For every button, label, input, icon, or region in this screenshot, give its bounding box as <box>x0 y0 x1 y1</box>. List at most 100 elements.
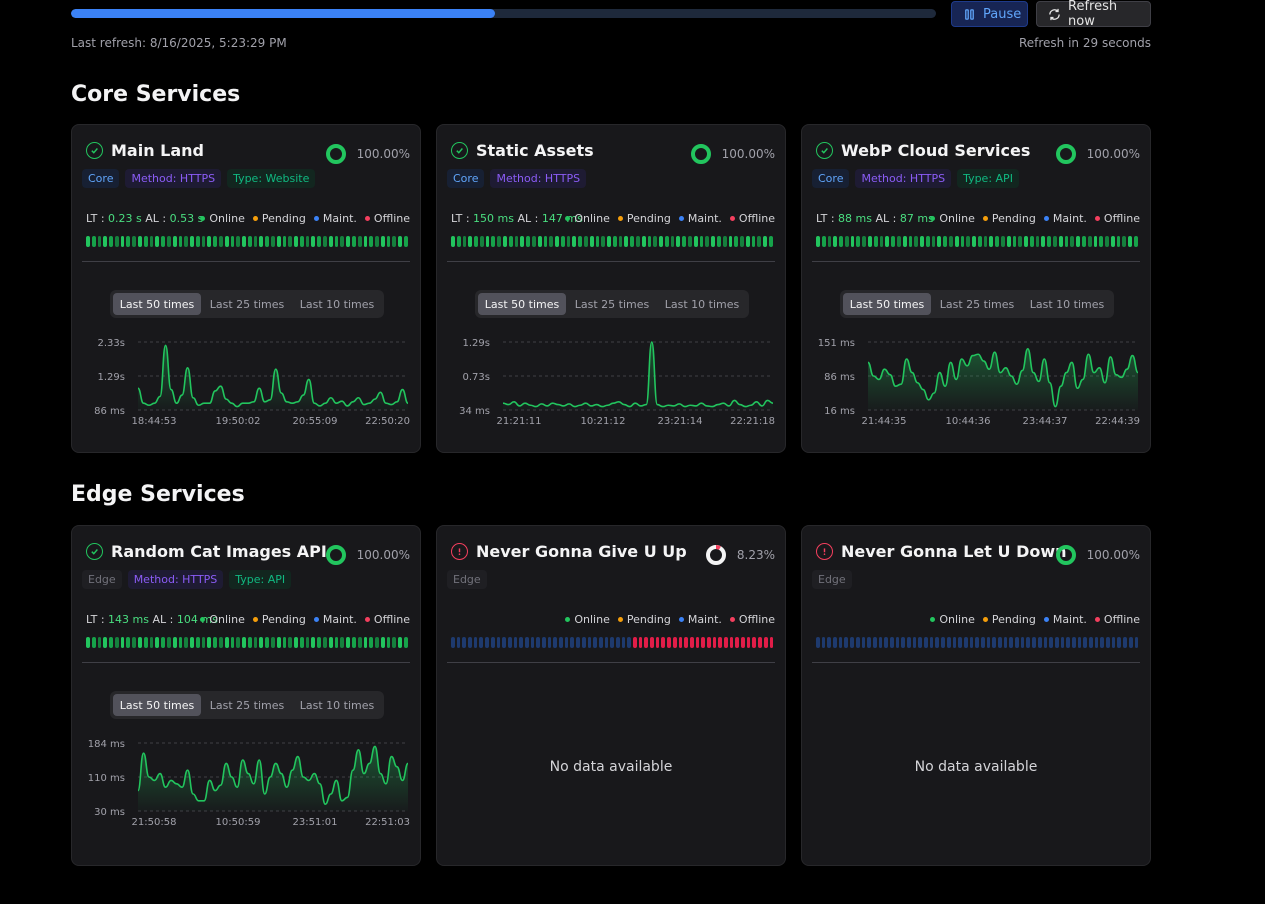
status-history-bar[interactable] <box>977 236 982 247</box>
status-history-bar[interactable] <box>178 236 183 247</box>
status-history-bar[interactable] <box>650 637 654 648</box>
status-history-bar[interactable] <box>746 637 751 648</box>
status-history-bar[interactable] <box>667 637 671 648</box>
status-history-bar[interactable] <box>1070 236 1075 247</box>
status-history-bar[interactable] <box>1081 236 1086 247</box>
status-history-bar[interactable] <box>1100 637 1105 648</box>
status-history-bar[interactable] <box>1001 236 1005 247</box>
status-history-bar[interactable] <box>386 236 391 247</box>
status-history-bar[interactable] <box>895 637 900 648</box>
status-history-bar[interactable] <box>490 637 495 648</box>
status-history-bar[interactable] <box>547 637 552 648</box>
status-history-bar[interactable] <box>757 236 762 247</box>
status-history-bar[interactable] <box>607 236 611 247</box>
status-history-bar[interactable] <box>247 637 252 648</box>
status-history-bar[interactable] <box>161 637 165 648</box>
status-history-bar[interactable] <box>960 236 965 247</box>
status-history-bar[interactable] <box>664 236 669 247</box>
status-history-bar[interactable] <box>587 637 592 648</box>
status-history-bar[interactable] <box>1041 236 1046 247</box>
status-history-bar[interactable] <box>507 637 512 648</box>
status-history-bar[interactable] <box>1117 637 1122 648</box>
status-history-bar[interactable] <box>735 637 740 648</box>
status-history-bar[interactable] <box>752 637 757 648</box>
range-tab[interactable]: Last 10 times <box>1029 297 1105 311</box>
status-history-bar[interactable] <box>242 637 246 648</box>
status-history-bar[interactable] <box>120 236 125 247</box>
status-history-bar[interactable] <box>351 236 356 247</box>
status-history-bar[interactable] <box>701 637 705 648</box>
status-history-bar[interactable] <box>816 236 820 247</box>
status-history-bar[interactable] <box>856 236 861 247</box>
status-history-bar[interactable] <box>230 236 235 247</box>
status-history-bar[interactable] <box>850 637 854 648</box>
status-history-bar[interactable] <box>143 236 148 247</box>
status-history-bar[interactable] <box>543 236 548 247</box>
status-history-bar[interactable] <box>380 236 385 247</box>
status-history-bar[interactable] <box>190 637 194 648</box>
status-history-bar[interactable] <box>288 236 293 247</box>
status-history-bar[interactable] <box>508 236 513 247</box>
status-history-bar[interactable] <box>924 637 928 648</box>
status-history-bar[interactable] <box>1024 236 1028 247</box>
status-history-bar[interactable] <box>513 637 518 648</box>
status-history-bar[interactable] <box>929 637 934 648</box>
status-history-bar[interactable] <box>768 236 773 247</box>
status-history-bar[interactable] <box>403 236 408 247</box>
status-history-bar[interactable] <box>334 236 339 247</box>
status-history-bar[interactable] <box>502 637 506 648</box>
status-history-bar[interactable] <box>530 637 535 648</box>
status-history-bar[interactable] <box>91 637 96 648</box>
status-history-bar[interactable] <box>655 637 660 648</box>
status-history-bar[interactable] <box>716 236 721 247</box>
status-history-bar[interactable] <box>542 637 546 648</box>
status-history-bar[interactable] <box>346 236 350 247</box>
status-history-bar[interactable] <box>363 236 368 247</box>
status-history-bar[interactable] <box>195 236 200 247</box>
status-history-bar[interactable] <box>672 637 677 648</box>
status-history-bar[interactable] <box>943 236 947 247</box>
range-tab[interactable]: Last 10 times <box>664 297 740 311</box>
status-history-bar[interactable] <box>276 637 281 648</box>
status-history-bar[interactable] <box>155 637 160 648</box>
status-history-bar[interactable] <box>902 236 907 247</box>
status-history-bar[interactable] <box>555 236 559 247</box>
status-history-bar[interactable] <box>161 236 165 247</box>
status-history-bar[interactable] <box>763 637 768 648</box>
status-history-bar[interactable] <box>375 236 379 247</box>
status-history-bar[interactable] <box>520 236 525 247</box>
status-history-bar[interactable] <box>604 637 609 648</box>
status-history-bar[interactable] <box>706 637 711 648</box>
status-history-bar[interactable] <box>1076 236 1080 247</box>
status-history-bar[interactable] <box>351 637 356 648</box>
status-history-bar[interactable] <box>873 236 878 247</box>
status-history-bar[interactable] <box>1066 637 1070 648</box>
status-history-bar[interactable] <box>473 637 478 648</box>
status-history-bar[interactable] <box>816 637 820 648</box>
status-history-bar[interactable] <box>682 236 687 247</box>
status-history-bar[interactable] <box>844 637 849 648</box>
status-history-bar[interactable] <box>103 236 108 247</box>
status-history-bar[interactable] <box>485 637 489 648</box>
status-history-bar[interactable] <box>855 637 860 648</box>
status-history-bar[interactable] <box>190 236 194 247</box>
status-history-bar[interactable] <box>184 637 189 648</box>
status-history-bar[interactable] <box>132 236 137 247</box>
status-history-bar[interactable] <box>610 637 614 648</box>
range-tab[interactable]: Last 10 times <box>299 297 375 311</box>
status-history-bar[interactable] <box>456 236 461 247</box>
status-history-bar[interactable] <box>317 236 322 247</box>
status-history-bar[interactable] <box>570 637 575 648</box>
range-tab[interactable]: Last 25 times <box>574 297 650 311</box>
status-history-bar[interactable] <box>218 637 223 648</box>
status-history-bar[interactable] <box>259 236 264 247</box>
status-history-bar[interactable] <box>688 236 692 247</box>
status-history-bar[interactable] <box>294 236 298 247</box>
status-history-bar[interactable] <box>1060 637 1065 648</box>
status-history-bar[interactable] <box>850 236 855 247</box>
status-history-bar[interactable] <box>937 236 942 247</box>
status-history-bar[interactable] <box>1006 236 1011 247</box>
status-history-bar[interactable] <box>398 637 402 648</box>
status-history-bar[interactable] <box>253 236 258 247</box>
status-history-bar[interactable] <box>369 236 374 247</box>
